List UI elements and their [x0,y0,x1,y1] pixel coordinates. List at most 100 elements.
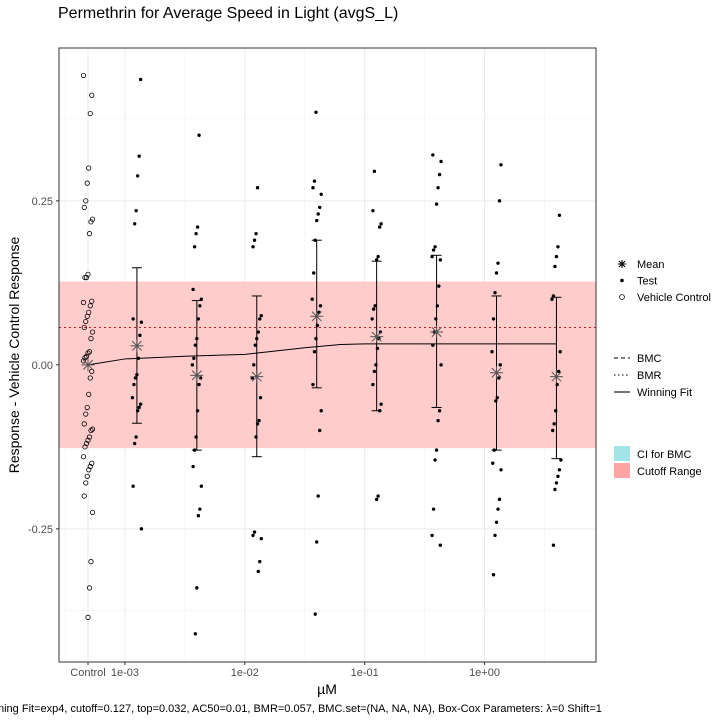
control-point [82,355,88,361]
x-axis-label: µM [317,681,337,697]
test-point [255,186,260,190]
mean-marker [250,370,264,384]
test-point [439,159,443,164]
test-point [256,330,260,334]
control-point [85,614,91,620]
test-point [372,369,377,374]
test-point [311,382,315,387]
control-point [81,421,87,427]
test-point [553,264,557,269]
test-point [138,77,143,82]
test-point [314,110,318,114]
control-point [85,350,91,356]
mean-marker [430,325,444,339]
test-point [377,225,382,229]
chart-title: Permethrin for Average Speed in Light (a… [58,5,398,22]
mean-marker [190,368,204,382]
test-point [318,428,322,433]
test-point [195,586,199,590]
test-point [438,543,443,547]
test-point [499,163,503,167]
test-point [437,284,441,288]
test-point [374,497,379,502]
test-point [433,245,437,249]
test-point [551,543,556,547]
legend-swatch [614,463,630,478]
test-point [135,174,140,178]
control-point [80,358,87,364]
test-point [252,238,257,242]
control-point [87,463,93,470]
control-point [81,204,87,211]
test-point [439,363,443,367]
legend-swatch [614,446,630,461]
x-tick-label: 1e+00 [469,667,500,679]
legend-label: Vehicle Control [637,292,711,304]
test-point [553,487,557,492]
control-point [85,437,91,443]
control-point [84,180,90,186]
test-point [438,258,443,262]
control-point [80,299,87,306]
test-point [497,376,501,380]
test-point [494,520,499,524]
test-point [376,494,380,498]
test-point [556,369,561,374]
test-point [558,350,562,354]
winning-fit-curve [87,343,557,366]
legend-label: Test [637,276,657,288]
test-point [431,248,436,252]
test-point [132,382,136,387]
control-point [83,411,89,417]
test-point [436,418,440,423]
test-point [318,304,323,308]
x-axis-ticks: Control 1e-03 1e-02 1e-01 1e+00 [70,662,500,679]
x-tick-label-control: Control [70,667,105,679]
test-point [316,494,320,498]
control-point [88,559,94,565]
mean-marker [549,370,563,384]
test-point [319,409,323,413]
test-point [433,458,437,462]
test-point [437,409,442,413]
mean-marker [370,330,384,344]
test-point [312,179,317,183]
test-point [431,507,436,511]
test-point [437,172,442,177]
y-tick-label: 0.25 [32,196,53,208]
plot-border [58,47,597,663]
test-point [491,461,495,465]
legend-label: CI for BMC [637,449,691,461]
test-point [491,317,496,321]
test-point [318,205,322,210]
test-point [132,222,137,226]
test-point [552,422,556,426]
test-point [379,222,383,226]
test-point [196,514,201,518]
control-point [89,216,96,222]
mean-markers [81,309,563,384]
test-point [191,287,195,292]
test-point [434,448,439,452]
mean-marker [130,339,144,353]
control-point [85,271,91,277]
test-point [434,202,439,206]
test-point [252,530,257,534]
x-tick-label: 1e-02 [231,667,259,679]
test-point [436,186,440,190]
x-tick-label: 1e-01 [351,667,379,679]
control-point [88,427,94,434]
control-point [82,274,88,281]
test-point [491,573,496,577]
control-point [83,480,89,486]
control-point [89,460,95,466]
test-point [131,484,135,488]
control-point [81,324,87,331]
test-point [557,213,562,217]
mean-marker-control [81,358,95,372]
test-point [554,254,559,259]
test-point [313,612,317,616]
vehicle-control-points [80,72,96,620]
test-point [199,484,204,488]
test-point [138,402,143,406]
